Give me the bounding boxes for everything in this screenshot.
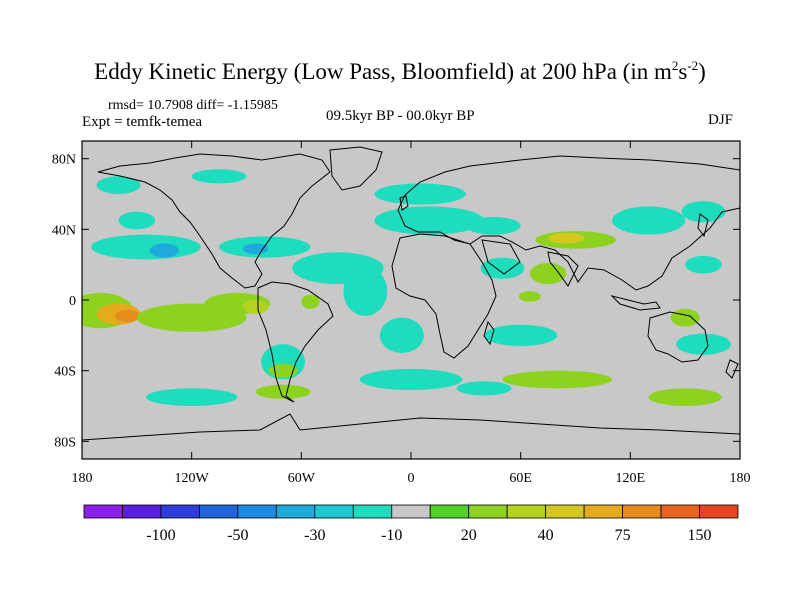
colorbar-swatch	[506, 504, 547, 519]
stats-label: rmsd= 10.7908 diff= -1.15985	[108, 98, 278, 113]
coast-africa	[391, 233, 497, 359]
lon-tick-label: 60E	[509, 471, 532, 486]
lon-tick-label: 180	[72, 471, 93, 486]
anomaly-region	[242, 243, 269, 255]
colorbar-swatch	[429, 504, 470, 519]
colorbar-label: 150	[688, 527, 712, 544]
anomaly-region	[191, 169, 247, 184]
colorbar-label: -100	[146, 527, 175, 544]
colorbar-swatch	[122, 504, 162, 519]
coast-new-zealand	[725, 359, 739, 379]
anomaly-region	[465, 216, 521, 235]
colorbar-swatch	[622, 504, 662, 519]
anomaly-region	[96, 176, 141, 195]
coast-australia	[647, 311, 709, 363]
anomaly-region	[456, 381, 512, 396]
coast-south-america	[257, 281, 334, 403]
colorbar-label: -50	[227, 527, 248, 544]
lat-tick-label: 0	[69, 294, 76, 309]
coast-antarctica	[82, 413, 740, 441]
anomaly-region	[685, 255, 722, 274]
lon-tick-label: 180	[730, 471, 751, 486]
coast-madagascar	[483, 320, 495, 346]
colorbar-label: -30	[304, 527, 325, 544]
coast-japan	[697, 213, 709, 238]
colorbar-swatch	[468, 504, 508, 519]
anomaly-region	[242, 300, 269, 315]
anomaly-region	[612, 206, 686, 235]
anomaly-region	[379, 317, 424, 354]
colorbar-label: 20	[461, 527, 477, 544]
colorbar-label: 75	[615, 527, 631, 544]
colorbar-swatch	[199, 504, 239, 519]
coast-greenland	[329, 146, 383, 191]
anomaly-region	[91, 234, 201, 260]
lon-tick-label: 120E	[616, 471, 646, 486]
colorbar-label: 40	[538, 527, 554, 544]
coastlines	[82, 146, 740, 441]
anomaly-region	[548, 232, 585, 244]
axis-ticks: 80N 40N 0 40S 80S 180 120W 60W 0 60E 120E 180	[52, 141, 751, 486]
anomaly-region	[484, 324, 558, 346]
coast-north-america	[97, 153, 331, 289]
colorbar-swatch	[160, 504, 200, 519]
period-label: 09.5kyr BP - 00.0kyr BP	[326, 108, 475, 124]
anomaly-region	[670, 308, 700, 327]
colorbar-swatch	[391, 504, 431, 519]
lon-tick-label: 0	[408, 471, 415, 486]
anomaly-region	[145, 388, 238, 406]
anomaly-region	[502, 370, 613, 389]
colorbar-swatch	[275, 504, 316, 519]
anomaly-region	[529, 262, 567, 285]
colorbar-label: -10	[381, 527, 402, 544]
anomaly-region	[343, 266, 388, 316]
lat-tick-label: 40N	[52, 223, 76, 238]
colorbar-swatch	[352, 504, 393, 519]
season-label: DJF	[708, 112, 734, 128]
coast-british-isles	[399, 195, 409, 211]
chart-title: Eddy Kinetic Energy (Low Pass, Bloomfiel…	[94, 58, 706, 84]
anomaly-region	[149, 243, 179, 258]
anomaly-region	[374, 183, 466, 205]
colorbar-swatch	[583, 504, 623, 519]
anomaly-region	[480, 257, 525, 279]
lat-tick-label: 40S	[54, 365, 76, 380]
colorbar-swatch	[545, 504, 585, 519]
coast-india	[547, 251, 579, 287]
anomaly-region	[359, 368, 463, 391]
experiment-label: Expt = temfk-temea	[82, 114, 203, 130]
anomaly-region	[301, 294, 320, 309]
anomaly-region	[676, 333, 731, 355]
anomaly-region	[118, 211, 156, 230]
lon-tick-label: 120W	[175, 471, 210, 486]
lat-tick-label: 80S	[54, 435, 76, 450]
colorbar-swatch	[314, 504, 354, 519]
anomaly-region	[374, 206, 485, 235]
anomaly-layer	[82, 169, 731, 406]
anomaly-region	[518, 291, 541, 302]
anomaly-region	[255, 384, 311, 399]
lon-tick-label: 60W	[288, 471, 316, 486]
coast-indonesia	[610, 295, 661, 311]
coast-eurasia	[397, 155, 740, 291]
coast-arabia	[481, 239, 521, 275]
anomaly-region	[114, 309, 141, 323]
anomaly-region	[648, 388, 722, 406]
colorbar: -100 -50 -30 -10 20 40 75 150	[83, 504, 739, 544]
colorbar-swatch	[660, 504, 700, 519]
colorbar-swatch	[83, 504, 123, 519]
anomaly-region	[681, 201, 726, 223]
lat-tick-label: 80N	[52, 153, 76, 168]
colorbar-swatch	[699, 504, 739, 519]
colorbar-swatch	[237, 504, 277, 519]
